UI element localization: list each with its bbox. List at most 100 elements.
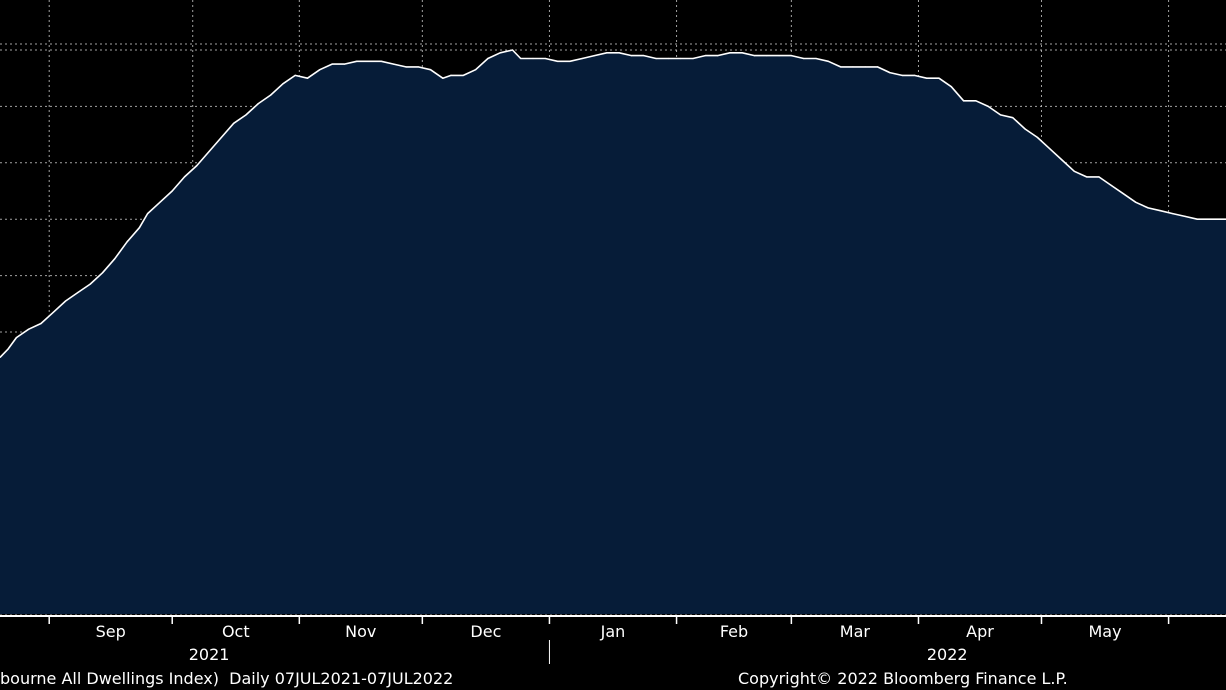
data-point bbox=[1196, 218, 1198, 220]
data-point bbox=[233, 122, 235, 124]
data-point bbox=[593, 55, 596, 57]
data-point bbox=[999, 114, 1002, 116]
data-point bbox=[405, 66, 407, 68]
data-point bbox=[0, 356, 1, 358]
data-point bbox=[1024, 128, 1026, 130]
data-point bbox=[183, 176, 186, 178]
data-point bbox=[417, 66, 419, 68]
data-point bbox=[852, 66, 854, 68]
data-point bbox=[462, 74, 464, 76]
data-point bbox=[429, 69, 432, 71]
footer-right-text: Copyright© 2022 Bloomberg Finance L.P. bbox=[738, 669, 1068, 688]
data-point bbox=[544, 57, 546, 60]
data-point bbox=[1098, 176, 1100, 178]
data-point bbox=[950, 86, 952, 88]
data-point bbox=[15, 337, 17, 339]
data-point bbox=[901, 74, 903, 76]
data-point bbox=[52, 311, 54, 313]
data-point bbox=[282, 83, 284, 85]
x-tick-label: Dec bbox=[470, 622, 501, 641]
data-point bbox=[1110, 184, 1112, 186]
x-tick-label: Oct bbox=[222, 622, 250, 641]
data-point bbox=[331, 63, 333, 65]
x-tick-label: Mar bbox=[840, 622, 871, 641]
data-point bbox=[667, 57, 670, 60]
data-point bbox=[729, 52, 731, 54]
data-point bbox=[557, 60, 559, 62]
data-point bbox=[987, 105, 989, 107]
data-point bbox=[840, 66, 842, 68]
data-point bbox=[475, 69, 477, 71]
data-point bbox=[270, 94, 272, 96]
data-point bbox=[606, 52, 608, 54]
data-point bbox=[196, 165, 198, 167]
data-point bbox=[520, 57, 522, 60]
data-layer bbox=[0, 49, 1226, 614]
data-point bbox=[40, 322, 42, 325]
data-point bbox=[827, 60, 829, 62]
series-area bbox=[0, 50, 1226, 614]
data-point bbox=[114, 258, 116, 260]
data-point bbox=[89, 283, 91, 285]
data-point bbox=[450, 74, 452, 76]
data-point bbox=[926, 77, 928, 79]
data-point bbox=[864, 66, 866, 68]
x-axis: Sep Oct Nov Dec Jan Feb Mar Apr May 2021 2022 bbox=[0, 615, 1226, 664]
data-point bbox=[126, 241, 128, 243]
data-point bbox=[138, 227, 140, 229]
data-point bbox=[1086, 176, 1088, 178]
data-point bbox=[1061, 159, 1063, 161]
data-point bbox=[1073, 170, 1075, 172]
data-point bbox=[1135, 201, 1137, 203]
x-tick-label: Nov bbox=[345, 622, 376, 641]
data-point bbox=[581, 57, 583, 60]
footer-left-text: bourne All Dwellings Index) Daily 07JUL2… bbox=[0, 669, 453, 688]
data-point bbox=[171, 190, 173, 192]
data-point bbox=[938, 77, 940, 79]
data-point bbox=[680, 57, 682, 60]
data-point bbox=[569, 60, 571, 62]
data-point bbox=[913, 74, 916, 76]
data-point bbox=[766, 55, 768, 57]
x-tick-label: Jan bbox=[600, 622, 626, 641]
data-point bbox=[1036, 136, 1038, 138]
year-label: 2021 bbox=[189, 645, 230, 664]
data-point bbox=[245, 114, 247, 116]
data-point bbox=[1159, 210, 1161, 212]
data-point bbox=[368, 60, 370, 62]
data-point bbox=[487, 57, 489, 60]
data-point bbox=[319, 69, 321, 71]
data-point bbox=[101, 272, 104, 274]
data-point bbox=[1172, 213, 1174, 215]
data-point bbox=[442, 77, 444, 79]
data-point bbox=[343, 63, 345, 65]
data-point bbox=[1184, 215, 1186, 217]
data-point bbox=[28, 328, 30, 330]
data-point bbox=[532, 57, 534, 60]
data-point bbox=[655, 57, 657, 60]
data-point bbox=[889, 72, 891, 74]
series-line bbox=[0, 49, 1226, 358]
data-point bbox=[208, 150, 210, 153]
data-point bbox=[356, 60, 358, 62]
data-point bbox=[963, 100, 965, 102]
data-point bbox=[257, 103, 259, 105]
data-point bbox=[803, 57, 805, 60]
data-point bbox=[159, 201, 161, 203]
footer: bourne All Dwellings Index) Daily 07JUL2… bbox=[0, 669, 1068, 688]
data-point bbox=[692, 57, 694, 60]
data-point bbox=[220, 136, 222, 138]
data-point bbox=[815, 57, 817, 60]
x-tick-label: Feb bbox=[720, 622, 748, 641]
data-point bbox=[294, 74, 296, 76]
data-point bbox=[1122, 193, 1125, 195]
data-point bbox=[511, 49, 514, 51]
x-tick-label: Sep bbox=[96, 622, 126, 641]
data-point bbox=[704, 55, 706, 57]
year-label: 2022 bbox=[927, 645, 968, 664]
data-point bbox=[499, 52, 501, 54]
data-point bbox=[1209, 218, 1211, 220]
data-point bbox=[147, 213, 149, 215]
data-point bbox=[7, 348, 9, 350]
